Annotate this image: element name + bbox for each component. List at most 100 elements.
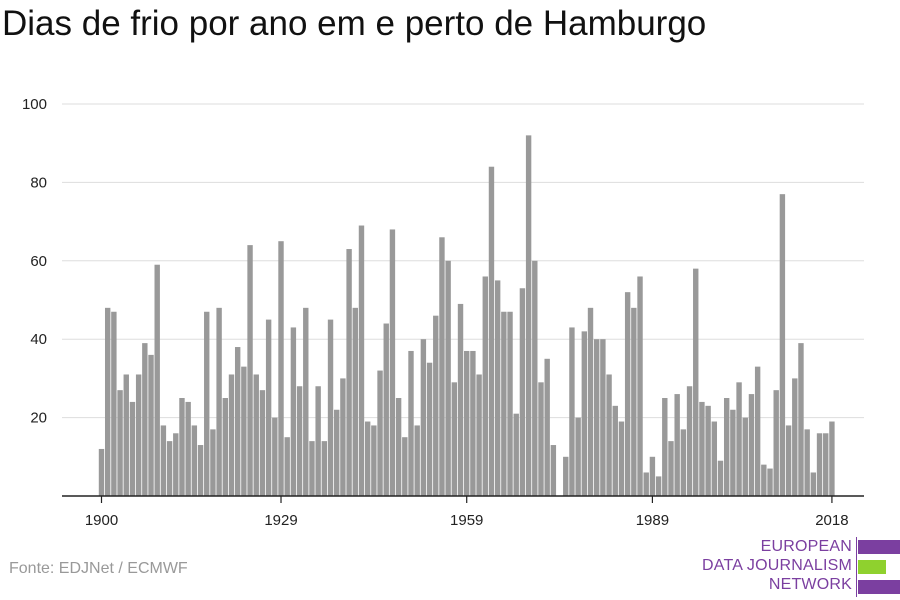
bar-1970	[532, 260, 538, 496]
bar-2007	[761, 464, 767, 496]
bar-1948	[395, 398, 402, 496]
bar-1992	[668, 441, 674, 496]
bar-1969	[525, 135, 532, 497]
bar-1991	[662, 398, 668, 496]
bar-1936	[321, 441, 328, 496]
bar-1905	[129, 401, 136, 496]
bar-1997	[699, 401, 705, 496]
bar-1993	[674, 394, 680, 496]
bar-2010	[779, 194, 786, 496]
bar-1987	[637, 276, 643, 496]
source-note: Fonte: EDJNet / ECMWF	[9, 560, 188, 577]
bar-2005	[748, 394, 755, 496]
bar-1984	[618, 421, 625, 496]
bar-1977	[575, 417, 581, 496]
logo-line-3: NETWORK	[768, 576, 852, 593]
logo-line-1: EUROPEAN	[760, 538, 852, 555]
bar-1995	[686, 386, 693, 496]
x-tick-label: 1989	[636, 512, 669, 529]
bar-1902	[111, 311, 117, 496]
bar-1939	[340, 378, 346, 496]
bar-1931	[290, 327, 297, 496]
bar-1945	[377, 370, 383, 496]
bar-1940	[346, 249, 352, 496]
bar-1932	[296, 386, 303, 496]
bar-1943	[364, 421, 371, 496]
bar-1927	[265, 319, 272, 496]
y-tick-label: 100	[22, 96, 47, 113]
bar-2015	[810, 472, 817, 496]
bar-1953	[426, 362, 433, 496]
bar-1933	[303, 307, 309, 496]
bar-1919	[216, 307, 222, 496]
bar-1911	[166, 441, 173, 496]
bar-1965	[501, 311, 507, 496]
bar-1983	[612, 405, 618, 496]
bar-1960	[470, 350, 476, 496]
bar-1952	[420, 339, 427, 496]
bar-1971	[538, 382, 544, 496]
logo-divider	[856, 537, 857, 597]
bar-1996	[693, 268, 699, 496]
bar-1951	[414, 425, 420, 496]
bar-1968	[519, 288, 526, 496]
bar-1934	[309, 441, 315, 496]
edjnet-logo: EUROPEAN DATA JOURNALISM NETWORK	[700, 537, 900, 597]
bar-1926	[259, 390, 266, 496]
logo-mark-icon	[858, 540, 900, 594]
bar-1907	[142, 343, 148, 496]
bar-1976	[569, 327, 575, 496]
bar-1964	[494, 280, 501, 496]
bar-1955	[439, 237, 445, 496]
bar-1979	[587, 307, 594, 496]
bar-1989	[649, 456, 656, 496]
x-tick-label: 1900	[85, 512, 118, 529]
bar-1925	[253, 374, 259, 496]
bar-1924	[247, 245, 253, 496]
bar-1954	[433, 315, 439, 496]
bar-1956	[445, 260, 451, 496]
bar-1930	[284, 437, 290, 496]
bar-1908	[148, 354, 154, 496]
bar-1990	[655, 476, 662, 496]
bar-1946	[383, 323, 389, 496]
logo-text: EUROPEAN DATA JOURNALISM NETWORK	[702, 537, 852, 594]
bar-1959	[464, 350, 470, 496]
bar-2003	[736, 382, 742, 496]
bar-1972	[544, 358, 550, 496]
bars	[98, 135, 835, 497]
bar-1961	[476, 374, 482, 496]
bar-1963	[488, 166, 495, 496]
x-tick-label: 2018	[815, 512, 848, 529]
bar-1912	[173, 433, 179, 496]
bar-1941	[352, 307, 358, 496]
bar-1944	[371, 425, 377, 496]
bar-2017	[823, 433, 829, 496]
bar-1935	[315, 386, 321, 496]
bar-1962	[482, 276, 488, 496]
y-tick-label: 80	[30, 174, 47, 191]
bar-1909	[154, 264, 160, 496]
bar-1921	[228, 374, 235, 496]
bar-1949	[402, 437, 408, 496]
bar-1918	[210, 429, 216, 496]
bar-2012	[792, 378, 798, 496]
bar-1928	[272, 417, 278, 496]
bar-2011	[785, 425, 792, 496]
bar-1980	[594, 339, 600, 496]
bar-1901	[104, 307, 111, 496]
bar-1985	[624, 292, 631, 496]
bar-2002	[730, 409, 736, 496]
bar-1900	[98, 448, 105, 496]
bar-1923	[241, 366, 247, 496]
bar-1967	[513, 413, 519, 496]
bar-2016	[816, 433, 823, 496]
bar-1942	[358, 225, 365, 496]
bar-2004	[742, 417, 748, 496]
bar-2013	[798, 343, 804, 496]
x-tick-label: 1959	[450, 512, 483, 529]
bar-1929	[278, 241, 284, 496]
bar-1981	[600, 339, 606, 496]
bar-1915	[191, 425, 198, 496]
bar-1914	[185, 401, 191, 496]
